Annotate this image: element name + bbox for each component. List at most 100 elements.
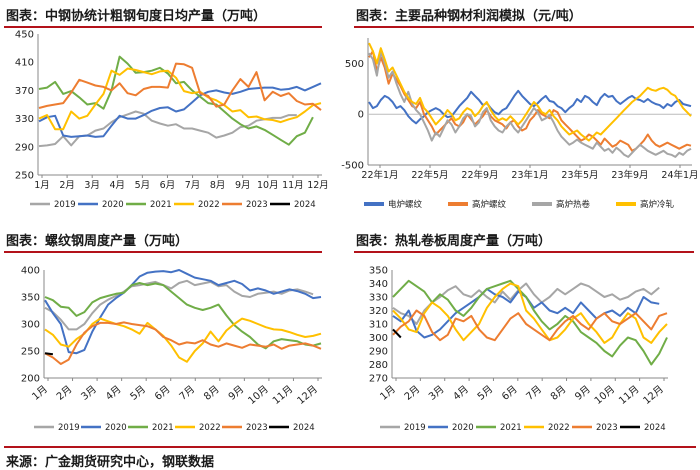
chart1-title: 图表：中钢协统计粗钢旬度日均产量（万吨） <box>6 9 267 24</box>
c1-xtick-label: 11月 <box>282 180 304 191</box>
c4-xtick-label: 7月 <box>524 383 544 403</box>
c3-series-2021 <box>44 282 322 350</box>
c1-ytick-label: 290 <box>15 142 34 153</box>
c4-xtick-label: 10月 <box>592 383 617 407</box>
c1-xtick-label: 10月 <box>257 180 279 191</box>
c1-series-2022 <box>38 67 322 131</box>
c4-xtick-label: 9月 <box>573 383 593 403</box>
c1-series-2020 <box>38 82 322 138</box>
c4-xtick-label: 11月 <box>616 383 641 407</box>
chart3-title: 图表：螺纹钢周度产量（万吨） <box>6 234 189 249</box>
c1-xtick-label: 8月 <box>210 180 226 191</box>
c4-xtick-label: 8月 <box>548 383 568 403</box>
c3-xtick-label: 11月 <box>270 383 295 407</box>
c4-ytick-label: 290 <box>369 347 388 358</box>
c3-xtick-label: 1月 <box>30 383 50 403</box>
c4-ytick-label: 340 <box>369 279 388 290</box>
c2-series-高炉冷轧 <box>368 42 692 142</box>
c1-xtick-label: 7月 <box>185 180 201 191</box>
c4-xtick-label: 5月 <box>475 383 495 403</box>
c4-ytick-label: 270 <box>369 374 388 385</box>
c2-xtick-label: 22年9月 <box>461 169 498 181</box>
c1-xtick-label: 2月 <box>59 180 75 191</box>
c3-series-2024 <box>44 352 54 356</box>
c2-legend-label: 电炉螺纹 <box>388 199 423 210</box>
c3-xtick-label: 12月 <box>295 383 320 407</box>
c4-xtick-label: 4月 <box>451 383 471 403</box>
c1-ytick-label: 370 <box>15 86 34 97</box>
c4-legend-label: 2021 <box>500 423 522 433</box>
c3-ytick-label: 400 <box>21 266 40 277</box>
source-rule <box>4 446 696 448</box>
c2-xtick-label: 22年1月 <box>361 169 398 181</box>
c2-xtick-label: 23年1月 <box>511 169 548 181</box>
c4-xtick-label: 6月 <box>499 383 519 403</box>
c4-xtick-label: 12月 <box>641 383 666 407</box>
c3-legend-label: 2020 <box>105 423 127 433</box>
c3-legend-label: 2021 <box>152 423 174 433</box>
c1-xtick-label: 4月 <box>109 180 125 191</box>
c3-xtick-label: 9月 <box>226 383 246 403</box>
c4-ytick-label: 330 <box>369 293 388 304</box>
c3-ytick-label: 250 <box>21 347 40 358</box>
c1-xtick-label: 1月 <box>34 180 50 191</box>
c1-series-2021 <box>38 55 314 146</box>
c3-xtick-label: 8月 <box>201 383 221 403</box>
c1-legend-label: 2024 <box>294 200 316 210</box>
c3-legend-label: 2023 <box>246 423 268 433</box>
c4-ytick-label: 350 <box>369 266 388 277</box>
c2-xtick-label: 23年9月 <box>611 169 648 181</box>
c1-legend-label: 2019 <box>54 200 76 210</box>
c3-legend-label: 2022 <box>199 423 221 433</box>
c3-series-2019 <box>44 279 314 331</box>
c3-ytick-label: 200 <box>21 374 40 385</box>
c3-xtick-label: 10月 <box>246 383 271 407</box>
chart2-title: 图表：主要品种钢材利润模拟（元/吨） <box>356 9 582 24</box>
c4-xtick-label: 2月 <box>402 383 422 403</box>
c3-ytick-label: 350 <box>21 293 40 304</box>
c1-xtick-label: 6月 <box>160 180 176 191</box>
c3-xtick-label: 7月 <box>177 383 197 403</box>
c2-xtick-label: 22年5月 <box>411 169 448 181</box>
c1-xtick-label: 9月 <box>235 180 251 191</box>
c4-series-2023 <box>392 309 668 342</box>
c3-series-2020 <box>44 269 322 355</box>
chart1-title-rule <box>4 26 322 28</box>
source-note: 来源：广金期货研究中心，钢联数据 <box>6 455 215 470</box>
c4-xtick-label: 1月 <box>378 383 398 403</box>
c2-xtick-label: 23年5月 <box>561 169 598 181</box>
c1-ytick-label: 410 <box>15 58 34 69</box>
c1-xtick-label: 12月 <box>307 180 329 191</box>
chart2-title-rule <box>354 26 694 28</box>
c4-legend-label: 2023 <box>596 423 618 433</box>
c1-series-2023 <box>38 62 322 111</box>
c3-legend-label: 2024 <box>293 423 315 433</box>
c4-ytick-label: 320 <box>369 306 388 317</box>
c2-ytick-label: 500 <box>345 59 364 70</box>
c3-series-2022 <box>44 317 322 363</box>
chart3-title-rule <box>4 251 322 253</box>
c4-legend-label: 2019 <box>404 423 426 433</box>
c3-xtick-label: 2月 <box>54 383 74 403</box>
c4-series-2021 <box>392 279 668 366</box>
c4-ytick-label: 300 <box>369 333 388 344</box>
c3-series-2023 <box>44 321 322 365</box>
c3-xtick-label: 5月 <box>128 383 148 403</box>
c2-legend-label: 高炉热卷 <box>556 199 591 210</box>
c1-ytick-label: 330 <box>15 114 34 125</box>
c4-xtick-label: 3月 <box>426 383 446 403</box>
c2-series-电炉螺纹 <box>368 89 692 125</box>
c2-ytick-label: 0 <box>358 110 364 121</box>
c2-legend-label: 高炉冷轧 <box>640 199 675 210</box>
c1-ytick-label: 450 <box>15 30 34 41</box>
c4-ytick-label: 280 <box>369 360 388 371</box>
c4-series-2024 <box>392 328 402 339</box>
chart4-title: 图表：热轧卷板周度产量（万吨） <box>356 234 552 249</box>
c4-legend-label: 2022 <box>548 423 570 433</box>
c4-ytick-label: 310 <box>369 320 388 331</box>
c1-legend-label: 2020 <box>102 200 124 210</box>
chart4-title-rule <box>354 251 694 253</box>
c1-xtick-label: 5月 <box>135 180 151 191</box>
c1-legend-label: 2022 <box>198 200 220 210</box>
